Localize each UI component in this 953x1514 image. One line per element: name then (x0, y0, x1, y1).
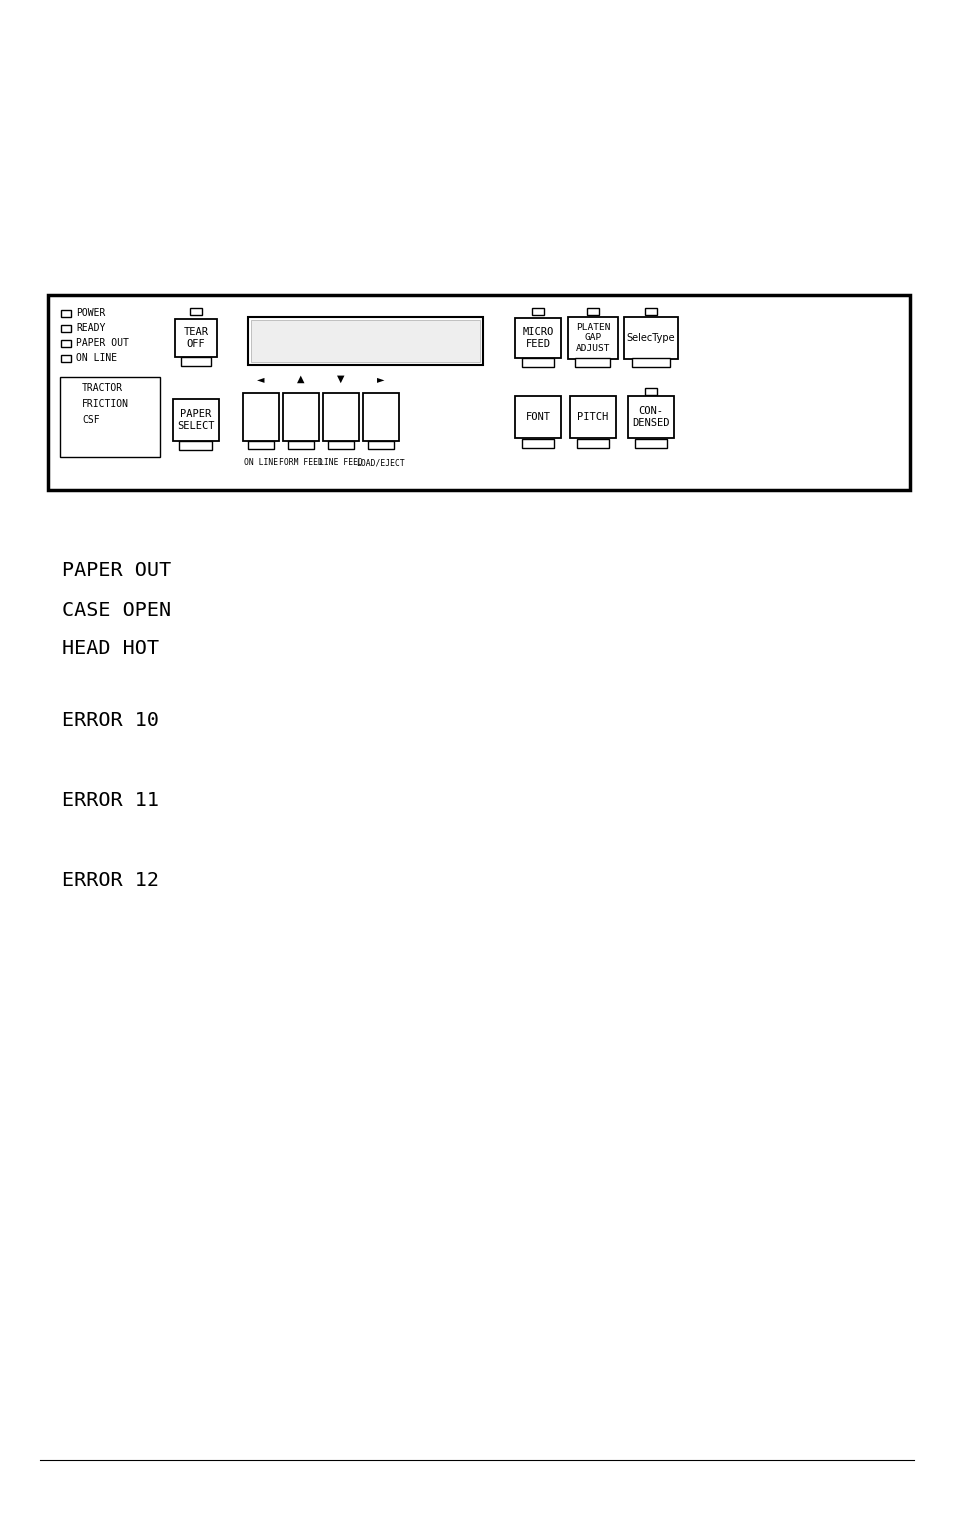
Bar (61, 354, 71, 362)
Bar (569, 397, 616, 438)
Bar (251, 319, 479, 362)
Text: ►: ► (376, 374, 384, 385)
Bar (515, 397, 560, 438)
Text: ◄: ◄ (257, 374, 265, 385)
Bar (323, 394, 358, 441)
Bar (368, 441, 394, 450)
Bar (532, 307, 543, 315)
Bar (66, 385, 78, 392)
Bar (575, 357, 610, 366)
Bar (172, 400, 219, 441)
Text: PITCH: PITCH (577, 412, 608, 422)
Bar (61, 309, 71, 316)
Bar (60, 377, 160, 457)
Bar (248, 316, 482, 365)
Text: FORM FEED: FORM FEED (279, 459, 323, 466)
Text: CASE OPEN: CASE OPEN (62, 601, 171, 619)
Text: MICRO
FEED: MICRO FEED (522, 327, 553, 348)
Text: SelecType: SelecType (626, 333, 675, 344)
Text: HEAD HOT: HEAD HOT (62, 639, 159, 657)
Text: ▲: ▲ (297, 374, 304, 385)
Text: ERROR 11: ERROR 11 (62, 790, 159, 810)
Bar (61, 339, 71, 347)
Bar (190, 307, 202, 315)
Text: FONT: FONT (525, 412, 550, 422)
Text: ON LINE: ON LINE (244, 459, 277, 466)
Bar (181, 356, 211, 365)
Text: PAPER OUT: PAPER OUT (62, 560, 171, 580)
Bar (644, 307, 657, 315)
Bar (644, 388, 657, 395)
Text: TEAR
OFF: TEAR OFF (183, 327, 209, 348)
Bar (627, 397, 673, 438)
Text: TRACTOR: TRACTOR (82, 383, 123, 394)
Text: FRICTION: FRICTION (82, 400, 129, 409)
Bar (631, 357, 669, 366)
Bar (363, 394, 398, 441)
Bar (288, 441, 314, 450)
Bar (174, 319, 216, 357)
Text: ERROR 10: ERROR 10 (62, 710, 159, 730)
Bar (48, 295, 909, 491)
Bar (66, 401, 78, 407)
Bar (61, 324, 71, 332)
Bar (179, 441, 213, 450)
Bar (66, 416, 78, 424)
Text: POWER: POWER (76, 307, 105, 318)
Text: CON-
DENSED: CON- DENSED (632, 406, 669, 428)
Text: READY: READY (76, 322, 105, 333)
Bar (248, 441, 274, 450)
Bar (515, 318, 560, 357)
Bar (623, 316, 678, 359)
Bar (521, 357, 554, 366)
Text: LINE FEED: LINE FEED (318, 459, 362, 466)
Text: PLATEN
GAP
ADJUST: PLATEN GAP ADJUST (576, 322, 610, 353)
Bar (635, 439, 666, 448)
Text: CSF: CSF (82, 415, 99, 425)
Text: LOAD/EJECT: LOAD/EJECT (356, 459, 405, 466)
Bar (328, 441, 354, 450)
Bar (521, 439, 554, 448)
Bar (586, 307, 598, 315)
Text: ▼: ▼ (337, 374, 344, 385)
Text: ERROR 12: ERROR 12 (62, 871, 159, 890)
Bar (577, 439, 608, 448)
Text: PAPER
SELECT: PAPER SELECT (177, 409, 214, 431)
Bar (243, 394, 278, 441)
Bar (567, 316, 618, 359)
Text: ON LINE: ON LINE (76, 353, 117, 363)
Bar (283, 394, 318, 441)
Text: PAPER OUT: PAPER OUT (76, 338, 129, 348)
